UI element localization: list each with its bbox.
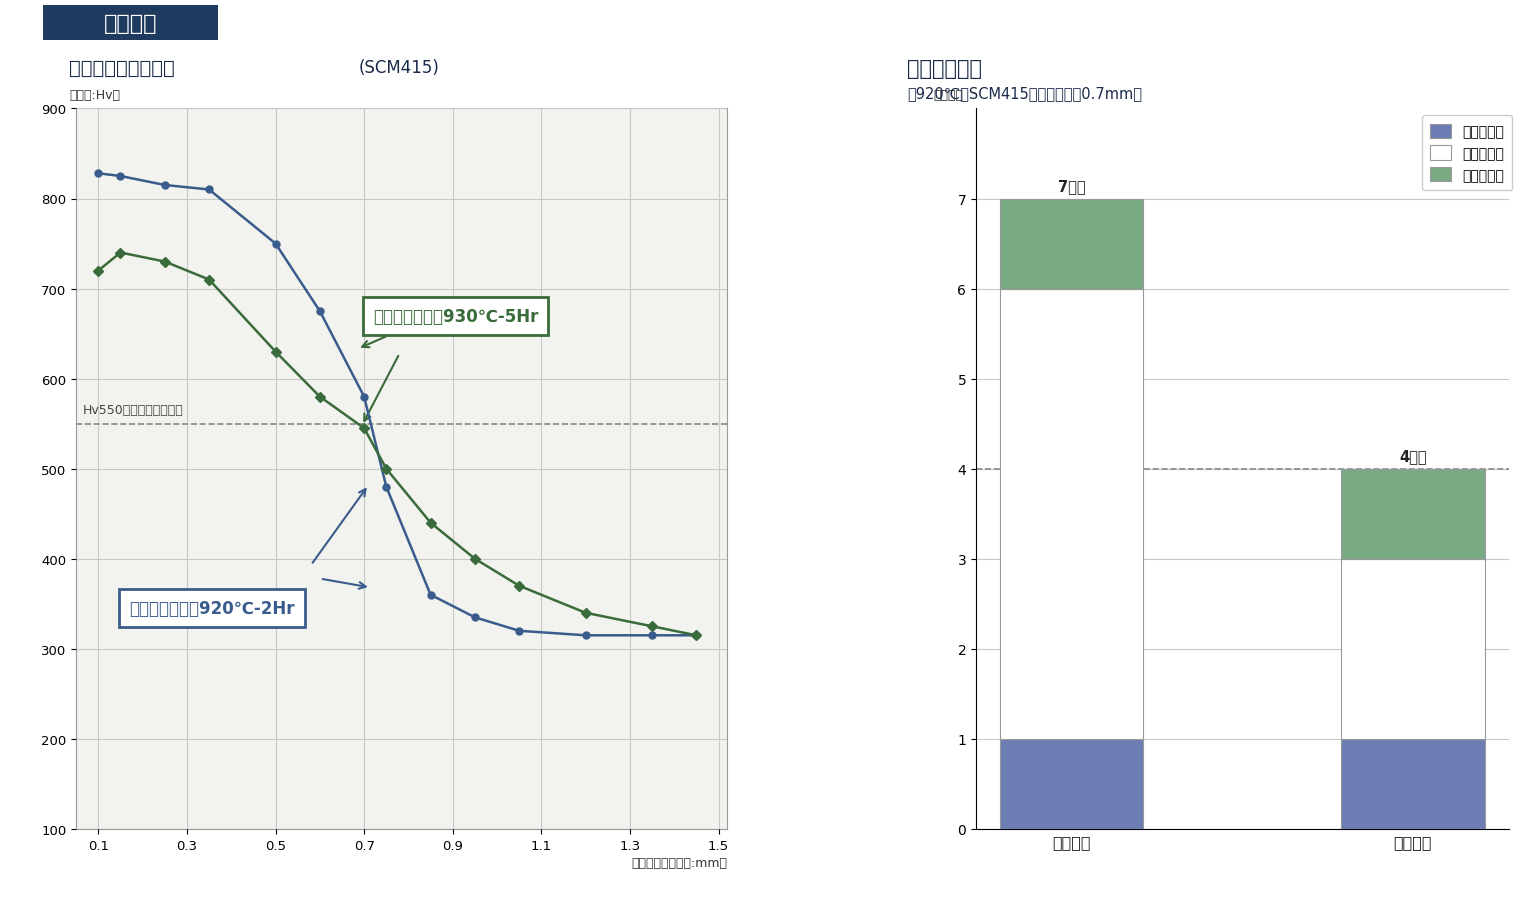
Text: 真空浸炭法　　920℃-2Hr: 真空浸炭法 920℃-2Hr [130,599,294,618]
Text: 従来の浸炭法　930℃-5Hr: 従来の浸炭法 930℃-5Hr [373,307,538,325]
Text: （時間）: （時間） [933,89,963,102]
Bar [1000,200,1143,290]
Bar [1341,469,1484,559]
Text: 4時間: 4時間 [1399,449,1426,464]
Bar [1341,739,1484,829]
Text: （920℃、SCM415、有効硬化層0.7mm）: （920℃、SCM415、有効硬化層0.7mm） [907,87,1141,101]
X-axis label: （表面からの距離:mm）: （表面からの距離:mm） [631,855,727,869]
Text: （硬度:Hv）: （硬度:Hv） [70,89,120,102]
FancyBboxPatch shape [43,6,218,41]
Legend: 昇温・均熱, 浸炭・拡散, 降温・保持: 昇温・均熱, 浸炭・拡散, 降温・保持 [1422,117,1512,191]
Text: 7時間: 7時間 [1058,179,1085,194]
Text: 浸炭速度比較: 浸炭速度比較 [907,59,981,79]
Bar [1000,290,1143,739]
Text: Hv550（有効硬化深さ）: Hv550（有効硬化深さ） [82,404,183,417]
Text: 确度分布: 确度分布 [104,14,157,34]
Bar [1000,739,1143,829]
Text: (SCM415): (SCM415) [358,59,439,77]
Bar [1341,559,1484,739]
Text: 浸炭焼入れの実施例: 浸炭焼入れの実施例 [69,59,174,78]
